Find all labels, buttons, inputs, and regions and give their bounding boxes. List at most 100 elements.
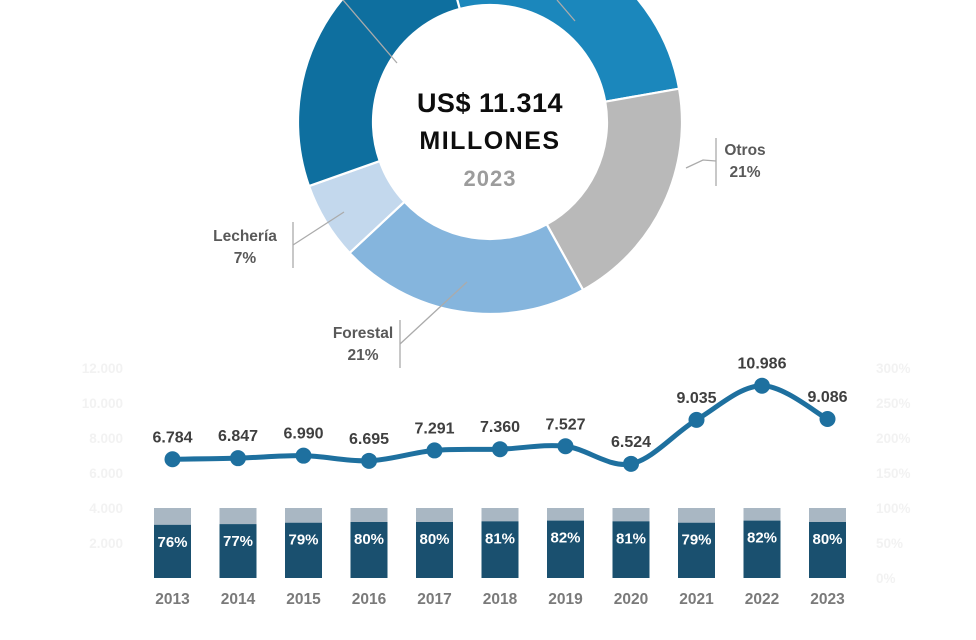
callout-lecheria-pct: 7%	[233, 250, 257, 267]
bar-segment-rest	[612, 508, 650, 522]
bar-pct-label: 79%	[681, 532, 711, 549]
year-label: 2016	[352, 591, 387, 608]
donut-center-value: US$ 11.314	[416, 88, 564, 118]
donut-segment	[296, 0, 461, 188]
line-point	[295, 447, 312, 464]
bar-pct-label: 80%	[419, 531, 449, 548]
faint-axis-labels: 12.000 10.000 8.000 6.000 4.000 2.000 300% 250%…	[82, 361, 911, 586]
year-label: 2017	[417, 591, 451, 608]
bar-pct-label: 77%	[223, 533, 253, 550]
axis-label-left: 8.000	[89, 431, 123, 446]
line-value-label: 9.035	[676, 390, 716, 407]
year-label: 2014	[221, 591, 256, 608]
line-value-label: 7.291	[414, 420, 454, 437]
line-value-label: 6.524	[611, 434, 651, 451]
line-point	[819, 410, 836, 427]
bar-pct-label: 82%	[747, 530, 777, 547]
bar-pct-label: 81%	[616, 530, 646, 547]
bar-segment-rest	[219, 508, 257, 525]
bar-pct-label: 80%	[354, 531, 384, 548]
axis-label-left: 4.000	[89, 501, 123, 516]
leader-line-forestal	[399, 281, 468, 345]
leader-line-lecheria	[292, 211, 345, 246]
bar-segment-main	[547, 520, 584, 578]
line-point	[623, 455, 639, 472]
bar-segment-main	[416, 522, 453, 578]
bar-pct-label: 82%	[550, 530, 580, 547]
leader-line-top-right	[556, 0, 576, 22]
bar-pct-label: 76%	[157, 534, 187, 551]
bar-segment-rest	[481, 508, 519, 522]
donut-center-year: 2023	[463, 166, 517, 191]
line-chart: 6.784 6.847 6.990 6.695 7.291 7.360 7.527 6.524…	[152, 356, 848, 472]
axis-label-right: 200%	[876, 431, 911, 446]
bar-pct-label: 81%	[485, 530, 515, 547]
bar-segment-main	[678, 522, 715, 578]
axis-label-right: 100%	[876, 501, 911, 516]
callout-otros: Otros 21%	[685, 140, 805, 184]
axis-label-right: 150%	[876, 466, 911, 481]
bar-segment-rest	[678, 508, 715, 523]
axis-label-right: 50%	[876, 536, 903, 551]
line-point	[754, 377, 770, 394]
bar-segment-main	[612, 521, 650, 578]
bar-segment-rest	[285, 508, 322, 523]
bar-segment-rest	[154, 508, 191, 525]
line-point	[230, 450, 246, 467]
leader-line-otros	[685, 159, 717, 169]
line-value-label: 6.695	[349, 431, 389, 448]
year-label: 2021	[679, 591, 714, 608]
line-point	[688, 411, 705, 428]
line-value-label: 9.086	[807, 389, 847, 406]
bar-segment-main	[219, 524, 257, 578]
bar-segment-main	[809, 522, 846, 578]
bar-segment-rest	[416, 508, 453, 522]
callout-otros-pct: 21%	[729, 164, 761, 181]
callout-otros-label: Otros	[724, 142, 766, 159]
year-label: 2023	[810, 591, 845, 608]
line-point	[426, 442, 443, 459]
axis-label-left: 6.000	[89, 466, 123, 481]
line-value-label: 7.360	[480, 419, 520, 436]
line-point	[361, 452, 377, 469]
year-label: 2013	[155, 591, 190, 608]
year-label: 2018	[483, 591, 518, 608]
donut-segment	[456, 0, 681, 103]
callout-forestal-label: Forestal	[332, 325, 394, 342]
callout-forestal-pct: 21%	[347, 347, 379, 364]
year-label: 2020	[614, 591, 648, 608]
year-label: 2015	[286, 591, 321, 608]
donut-center-text: US$ 11.314 MILLONES 2023	[370, 88, 610, 192]
bar-segment-main	[285, 522, 322, 578]
year-label: 2019	[548, 591, 583, 608]
bar-pct-label: 79%	[288, 532, 318, 549]
line-value-label: 6.990	[283, 426, 323, 443]
axis-label-left: 10.000	[82, 396, 123, 411]
axis-label-right: 250%	[876, 396, 911, 411]
bar-segment-rest	[743, 508, 781, 521]
callout-lecheria-label: Lechería	[213, 228, 277, 245]
year-label: 2022	[745, 591, 779, 608]
bar-segment-rest	[547, 508, 584, 521]
line-value-label: 7.527	[545, 416, 585, 433]
axis-label-left: 2.000	[89, 536, 123, 551]
donut-center-unit: MILLONES	[419, 127, 561, 155]
bar-segment-main	[481, 521, 519, 578]
bar-segment-main	[154, 524, 191, 578]
line-value-label: 6.784	[152, 429, 192, 446]
axis-label-left: 12.000	[82, 361, 123, 376]
bar-segment-rest	[350, 508, 388, 522]
bar-segment-main	[743, 520, 781, 578]
bar-segment-rest	[809, 508, 846, 522]
bar-segment-main	[350, 522, 388, 578]
leader-line-top-left	[342, 0, 398, 64]
line-point	[492, 441, 508, 458]
axis-label-right: 300%	[876, 361, 911, 376]
leader-lines	[292, 0, 717, 368]
callout-lecheria: Lechería 7%	[185, 226, 305, 270]
bar-pct-label: 80%	[812, 531, 842, 548]
line-value-label: 6.847	[218, 428, 258, 445]
line-point	[557, 438, 574, 455]
